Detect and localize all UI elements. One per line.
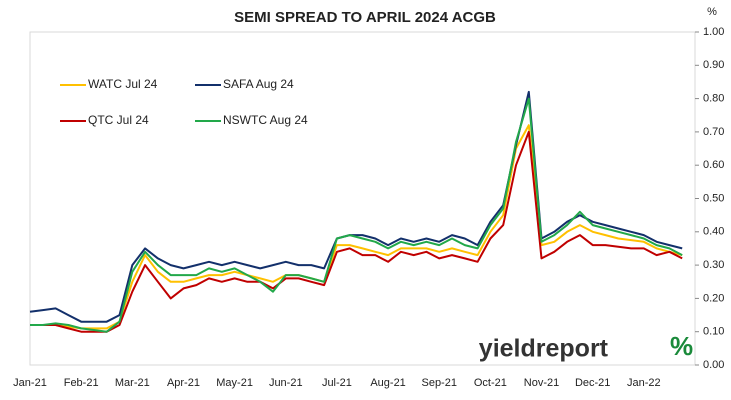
x-tick-label: Jan-21 bbox=[13, 377, 47, 389]
x-tick-label: Jul-21 bbox=[322, 377, 352, 389]
x-tick-label: Jan-22 bbox=[627, 377, 661, 389]
x-tick-label: Jun-21 bbox=[269, 377, 303, 389]
x-tick-label: Aug-21 bbox=[370, 377, 405, 389]
x-tick-label: May-21 bbox=[216, 377, 253, 389]
y-tick-label: 0.10 bbox=[703, 326, 724, 338]
x-tick-label: Sep-21 bbox=[421, 377, 456, 389]
x-tick-label: Apr-21 bbox=[167, 377, 200, 389]
legend-label: QTC Jul 24 bbox=[88, 113, 149, 127]
y-tick-label: 0.30 bbox=[703, 259, 724, 271]
y-tick-label: 0.50 bbox=[703, 192, 724, 204]
brand-mark: % bbox=[670, 331, 693, 361]
series-line bbox=[30, 130, 683, 333]
x-tick-label: Nov-21 bbox=[524, 377, 559, 389]
y-tick-label: 0.20 bbox=[703, 292, 724, 304]
brand: yieldreport bbox=[479, 335, 609, 363]
series-line bbox=[30, 97, 683, 333]
y-tick-label: 0.40 bbox=[703, 226, 724, 238]
x-tick-label: Dec-21 bbox=[575, 377, 610, 389]
y-tick-label: 0.60 bbox=[703, 159, 724, 171]
legend-label: SAFA Aug 24 bbox=[223, 77, 294, 91]
x-tick-label: Mar-21 bbox=[115, 377, 150, 389]
y-tick-label: 0.00 bbox=[703, 359, 724, 371]
y-tick-label: 0.80 bbox=[703, 93, 724, 105]
legend-label: WATC Jul 24 bbox=[88, 77, 158, 91]
x-tick-label: Feb-21 bbox=[64, 377, 99, 389]
y-tick-label: 0.90 bbox=[703, 59, 724, 71]
y-axis-label: % bbox=[707, 6, 717, 18]
y-tick-label: 1.00 bbox=[703, 26, 724, 38]
x-tick-label: Oct-21 bbox=[474, 377, 507, 389]
y-tick-label: 0.70 bbox=[703, 126, 724, 138]
legend-label: NSWTC Aug 24 bbox=[223, 113, 308, 127]
chart-title: SEMI SPREAD TO APRIL 2024 ACGB bbox=[234, 9, 496, 26]
series-line bbox=[30, 124, 683, 330]
